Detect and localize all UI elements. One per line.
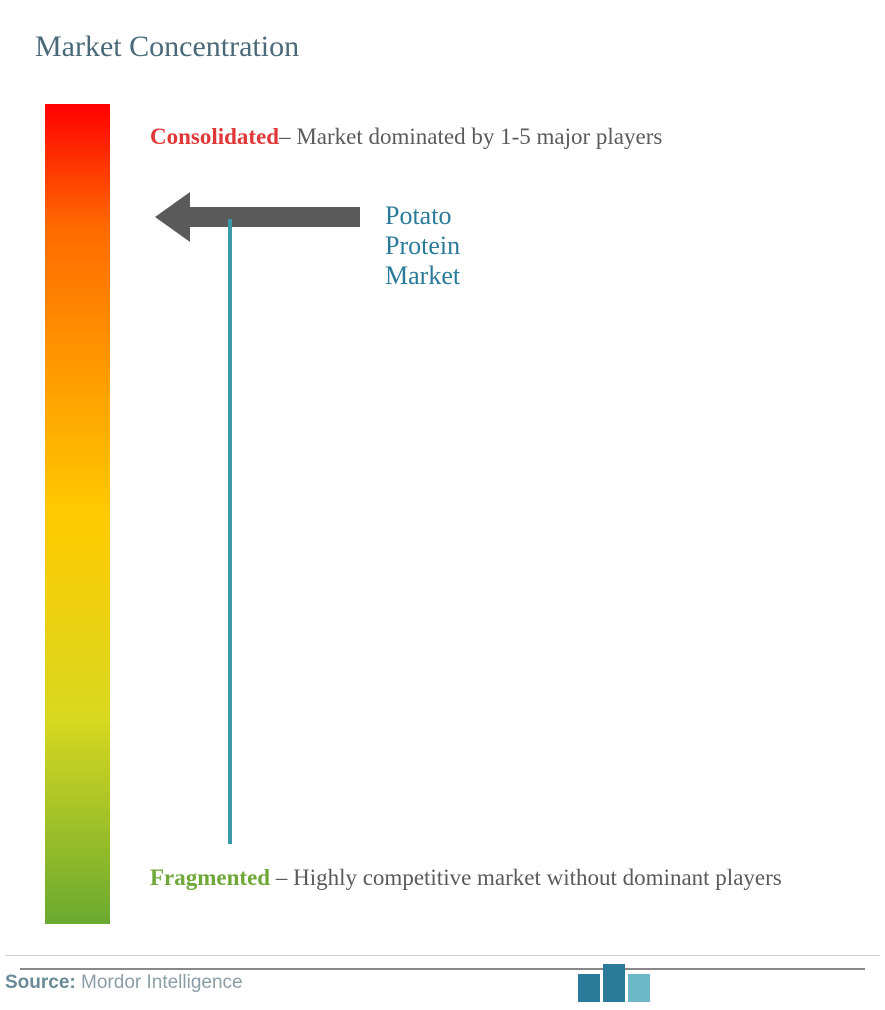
consolidated-highlight: Consolidated bbox=[150, 124, 279, 149]
fragmented-label: Fragmented – Highly competitive market w… bbox=[150, 853, 782, 904]
market-name-label: Potato Protein Market bbox=[385, 201, 460, 291]
concentration-gradient-bar bbox=[45, 104, 110, 924]
marker-vertical-line bbox=[228, 219, 232, 844]
source-value: Mordor Intelligence bbox=[81, 972, 243, 993]
consolidated-rest: – Market dominated by 1-5 major players bbox=[279, 124, 662, 149]
fragmented-highlight: Fragmented bbox=[150, 865, 270, 890]
source-label: Source: bbox=[5, 972, 76, 993]
footer: Source: Mordor Intelligence bbox=[5, 955, 880, 1010]
source-text: Source: Mordor Intelligence bbox=[5, 972, 243, 994]
fragmented-rest: – Highly competitive market without domi… bbox=[270, 865, 782, 890]
page-title: Market Concentration bbox=[35, 30, 865, 64]
labels-area: Consolidated– Market dominated by 1-5 ma… bbox=[150, 104, 845, 924]
brand-logo-icon bbox=[578, 964, 650, 1002]
arrow-shaft bbox=[185, 207, 360, 227]
diagram-main: Consolidated– Market dominated by 1-5 ma… bbox=[20, 104, 865, 924]
consolidated-label: Consolidated– Market dominated by 1-5 ma… bbox=[150, 114, 662, 160]
